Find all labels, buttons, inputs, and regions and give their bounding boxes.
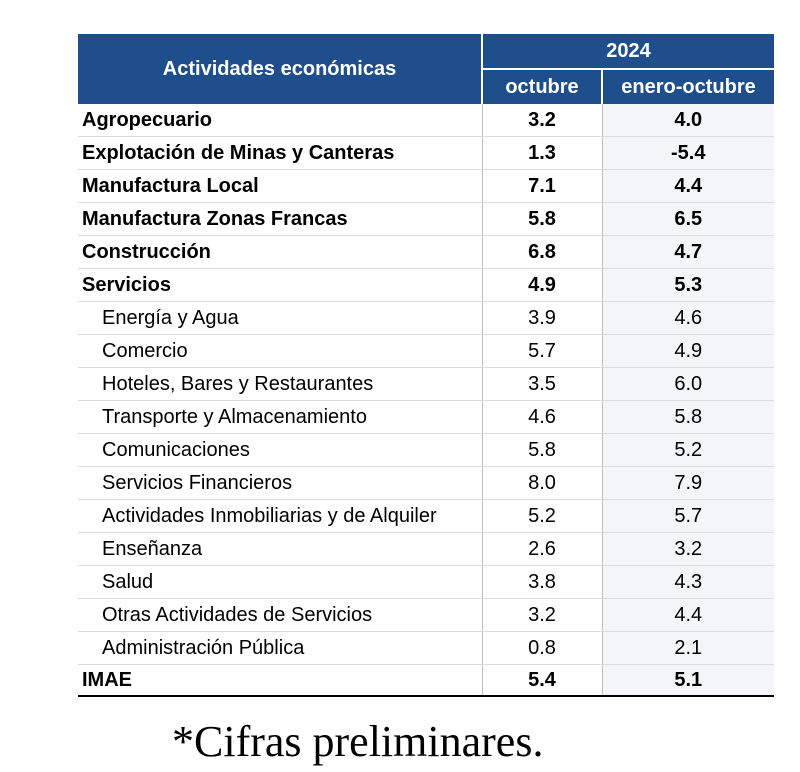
row-label: Hoteles, Bares y Restaurantes bbox=[78, 367, 482, 401]
header-october: octubre bbox=[482, 69, 603, 104]
table-row: Administración Pública 0.8 2.1 bbox=[78, 631, 774, 665]
header-jan-oct: enero-octubre bbox=[602, 69, 774, 104]
row-value-jan-oct: 4.0 bbox=[601, 104, 774, 137]
row-value-october: 4.9 bbox=[481, 268, 602, 302]
row-value-october: 3.2 bbox=[481, 104, 602, 137]
row-value-jan-oct: 5.8 bbox=[601, 400, 774, 434]
row-value-october: 5.2 bbox=[481, 499, 602, 533]
table-row: Explotación de Minas y Canteras 1.3 -5.4 bbox=[78, 136, 774, 170]
row-label: Construcción bbox=[78, 235, 482, 269]
table-row: Agropecuario 3.2 4.0 bbox=[78, 104, 774, 137]
table-row: Manufactura Zonas Francas 5.8 6.5 bbox=[78, 202, 774, 236]
row-value-october: 3.8 bbox=[481, 565, 602, 599]
table-row: Energía y Agua 3.9 4.6 bbox=[78, 301, 774, 335]
row-value-october: 3.2 bbox=[481, 598, 602, 632]
table-row: Servicios 4.9 5.3 bbox=[78, 268, 774, 302]
row-value-october: 7.1 bbox=[481, 169, 602, 203]
table-row: Otras Actividades de Servicios 3.2 4.4 bbox=[78, 598, 774, 632]
table-row: Manufactura Local 7.1 4.4 bbox=[78, 169, 774, 203]
row-value-jan-oct: -5.4 bbox=[601, 136, 774, 170]
row-value-jan-oct: 4.9 bbox=[601, 334, 774, 368]
row-value-october: 5.8 bbox=[481, 202, 602, 236]
row-value-october: 2.6 bbox=[481, 532, 602, 566]
row-value-jan-oct: 4.4 bbox=[601, 598, 774, 632]
row-label: Manufactura Zonas Francas bbox=[78, 202, 482, 236]
row-value-jan-oct: 5.1 bbox=[601, 664, 774, 697]
row-label: Comunicaciones bbox=[78, 433, 482, 467]
row-value-jan-oct: 5.2 bbox=[601, 433, 774, 467]
row-label: Explotación de Minas y Canteras bbox=[78, 136, 482, 170]
row-label: Servicios bbox=[78, 268, 482, 302]
row-label: Enseñanza bbox=[78, 532, 482, 566]
table-row: Servicios Financieros 8.0 7.9 bbox=[78, 466, 774, 500]
row-value-jan-oct: 6.5 bbox=[601, 202, 774, 236]
row-value-jan-oct: 7.9 bbox=[601, 466, 774, 500]
table-header: Actividades económicas 2024 octubre ener… bbox=[78, 34, 774, 104]
row-value-october: 5.8 bbox=[481, 433, 602, 467]
row-value-jan-oct: 4.7 bbox=[601, 235, 774, 269]
row-label: Otras Actividades de Servicios bbox=[78, 598, 482, 632]
imae-table: Actividades económicas 2024 octubre ener… bbox=[78, 34, 774, 697]
row-value-jan-oct: 4.4 bbox=[601, 169, 774, 203]
row-label: Agropecuario bbox=[78, 104, 482, 137]
row-label: Salud bbox=[78, 565, 482, 599]
row-value-jan-oct: 6.0 bbox=[601, 367, 774, 401]
row-label: Manufactura Local bbox=[78, 169, 482, 203]
row-label: Transporte y Almacenamiento bbox=[78, 400, 482, 434]
imae-table-container: Actividades económicas 2024 octubre ener… bbox=[78, 34, 774, 697]
row-value-jan-oct: 5.7 bbox=[601, 499, 774, 533]
table-row: Comunicaciones 5.8 5.2 bbox=[78, 433, 774, 467]
table-row: Actividades Inmobiliarias y de Alquiler 5… bbox=[78, 499, 774, 533]
table-row: Enseñanza 2.6 3.2 bbox=[78, 532, 774, 566]
header-year: 2024 bbox=[482, 34, 774, 70]
row-label: Servicios Financieros bbox=[78, 466, 482, 500]
table-row: Hoteles, Bares y Restaurantes 3.5 6.0 bbox=[78, 367, 774, 401]
table-row: Salud 3.8 4.3 bbox=[78, 565, 774, 599]
row-value-october: 3.9 bbox=[481, 301, 602, 335]
row-value-jan-oct: 3.2 bbox=[601, 532, 774, 566]
row-value-jan-oct: 4.3 bbox=[601, 565, 774, 599]
row-value-october: 6.8 bbox=[481, 235, 602, 269]
row-label: Energía y Agua bbox=[78, 301, 482, 335]
row-label: Comercio bbox=[78, 334, 482, 368]
table-row: Comercio 5.7 4.9 bbox=[78, 334, 774, 368]
row-value-october: 8.0 bbox=[481, 466, 602, 500]
row-value-jan-oct: 5.3 bbox=[601, 268, 774, 302]
row-value-october: 1.3 bbox=[481, 136, 602, 170]
row-value-october: 4.6 bbox=[481, 400, 602, 434]
table-row: Construcción 6.8 4.7 bbox=[78, 235, 774, 269]
row-value-october: 5.7 bbox=[481, 334, 602, 368]
table-body: Agropecuario 3.2 4.0 Explotación de Minas y… bbox=[78, 104, 774, 697]
row-label: Administración Pública bbox=[78, 631, 482, 665]
row-value-october: 3.5 bbox=[481, 367, 602, 401]
table-row-total: IMAE 5.4 5.1 bbox=[78, 664, 774, 697]
row-label: IMAE bbox=[78, 664, 482, 697]
row-value-jan-oct: 2.1 bbox=[601, 631, 774, 665]
row-value-october: 0.8 bbox=[481, 631, 602, 665]
row-value-october: 5.4 bbox=[481, 664, 602, 697]
footnote: *Cifras preliminares. bbox=[172, 717, 544, 766]
row-label: Actividades Inmobiliarias y de Alquiler bbox=[78, 499, 482, 533]
row-value-jan-oct: 4.6 bbox=[601, 301, 774, 335]
table-row: Transporte y Almacenamiento 4.6 5.8 bbox=[78, 400, 774, 434]
header-activities: Actividades económicas bbox=[78, 34, 483, 104]
